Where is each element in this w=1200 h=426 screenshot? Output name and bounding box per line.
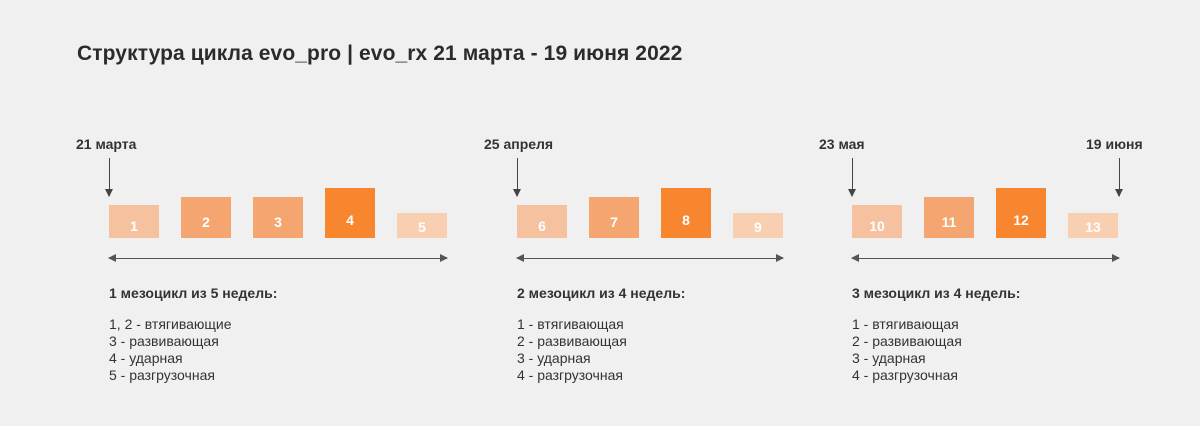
mesocycle-1-title: 1 мезоцикл из 5 недель: bbox=[109, 285, 278, 301]
week-bar-7: 7 bbox=[589, 197, 639, 238]
page-title: Структура цикла evo_pro | evo_rx 21 март… bbox=[77, 42, 683, 65]
week-bar-label: 11 bbox=[941, 213, 957, 230]
legend-item: 2 - развивающая bbox=[852, 333, 962, 349]
week-bar-12: 12 bbox=[996, 188, 1046, 238]
legend-item: 3 - ударная bbox=[852, 350, 926, 366]
week-bar-label: 6 bbox=[538, 217, 546, 234]
start-arrow-icon bbox=[105, 158, 113, 197]
week-bar-label: 13 bbox=[1085, 218, 1101, 235]
date-end: 19 июня bbox=[1086, 136, 1143, 152]
mesocycle-1-legend: 1, 2 - втягивающие 3 - развивающая 4 - у… bbox=[109, 316, 232, 384]
date-mesocycle-2: 25 апреля bbox=[484, 136, 554, 152]
legend-item: 2 - развивающая bbox=[517, 333, 627, 349]
mesocycle-2-arrow-icon bbox=[513, 158, 521, 197]
mesocycle-3-legend: 1 - втягивающая 2 - развивающая 3 - удар… bbox=[852, 316, 962, 384]
legend-item: 3 - развивающая bbox=[109, 333, 219, 349]
legend-item: 1 - втягивающая bbox=[517, 316, 624, 332]
week-bar-label: 5 bbox=[418, 218, 426, 235]
legend-item: 4 - разгрузочная bbox=[852, 367, 958, 383]
week-bar-label: 2 bbox=[202, 213, 210, 230]
legend-item: 1, 2 - втягивающие bbox=[109, 316, 232, 332]
week-bar-5: 5 bbox=[397, 213, 447, 238]
week-bar-4: 4 bbox=[325, 188, 375, 238]
mesocycle-3-arrow-icon bbox=[848, 158, 856, 197]
week-bar-10: 10 bbox=[852, 205, 902, 238]
date-mesocycle-3: 23 мая bbox=[819, 136, 865, 152]
week-bar-6: 6 bbox=[517, 205, 567, 238]
week-bar-label: 12 bbox=[1013, 212, 1029, 228]
legend-item: 5 - разгрузочная bbox=[109, 367, 215, 383]
legend-item: 3 - ударная bbox=[517, 350, 591, 366]
mesocycle-3-title: 3 мезоцикл из 4 недель: bbox=[852, 285, 1021, 301]
week-bar-1: 1 bbox=[109, 205, 159, 238]
mesocycle-2-span-arrow-icon bbox=[516, 254, 784, 262]
mesocycle-3-span-arrow-icon bbox=[851, 254, 1120, 262]
week-bar-3: 3 bbox=[253, 197, 303, 238]
week-bar-label: 9 bbox=[754, 218, 762, 235]
week-bar-label: 7 bbox=[610, 213, 618, 230]
week-bar-8: 8 bbox=[661, 188, 711, 238]
week-bar-label: 4 bbox=[346, 212, 354, 228]
mesocycle-2-title: 2 мезоцикл из 4 недель: bbox=[517, 285, 686, 301]
mesocycle-2-legend: 1 - втягивающая 2 - развивающая 3 - удар… bbox=[517, 316, 627, 384]
end-arrow-icon bbox=[1115, 158, 1123, 197]
week-bar-label: 1 bbox=[130, 217, 138, 234]
legend-item: 4 - разгрузочная bbox=[517, 367, 623, 383]
week-bar-label: 3 bbox=[274, 213, 282, 230]
week-bar-label: 8 bbox=[682, 212, 690, 228]
week-bar-13: 13 bbox=[1068, 213, 1118, 238]
week-bar-label: 10 bbox=[869, 217, 885, 234]
week-bar-2: 2 bbox=[181, 197, 231, 238]
date-start: 21 марта bbox=[76, 136, 137, 152]
legend-item: 1 - втягивающая bbox=[852, 316, 959, 332]
legend-item: 4 - ударная bbox=[109, 350, 183, 366]
week-bar-9: 9 bbox=[733, 213, 783, 238]
mesocycle-1-span-arrow-icon bbox=[108, 254, 448, 262]
week-bar-11: 11 bbox=[924, 197, 974, 238]
